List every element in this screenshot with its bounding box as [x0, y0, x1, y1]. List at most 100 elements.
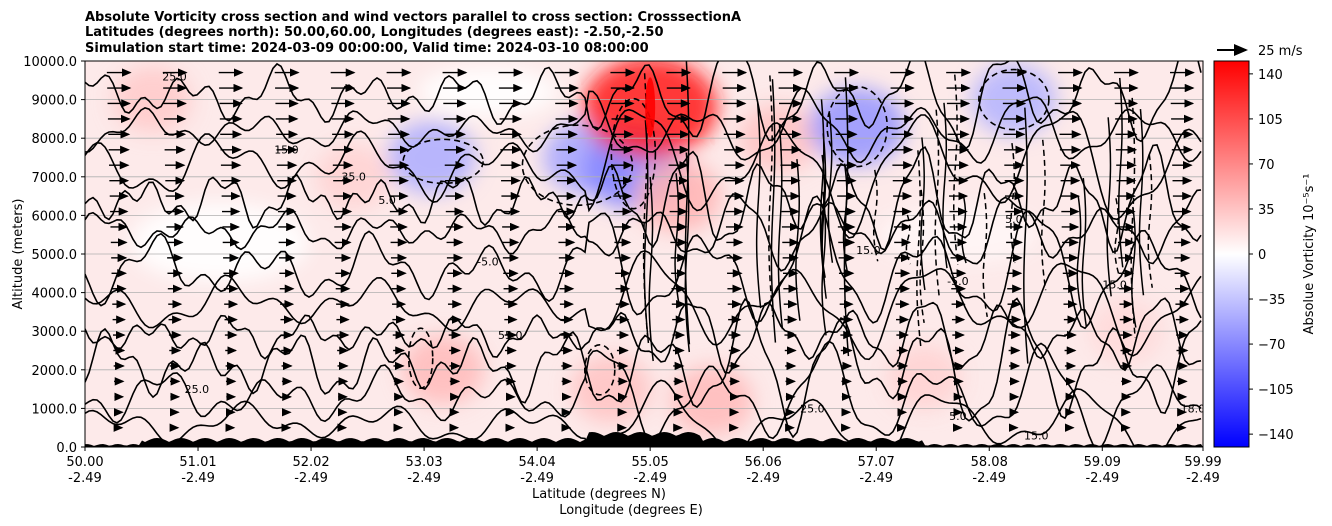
title-line-2: Latitudes (degrees north): 50.00,60.00, …	[85, 25, 664, 40]
quiver-key: 25 m/s	[1217, 44, 1303, 59]
contour-line	[85, 61, 1202, 151]
y-tick-label: 9000.0	[32, 94, 78, 109]
contour-line	[1138, 109, 1145, 296]
x-axis-label-longitude: Longitude (degrees E)	[559, 503, 703, 518]
contour-line	[982, 193, 988, 317]
contour-line	[768, 75, 774, 317]
colorbar: 140 105 70 35 0 −35 −70 −105 −140 Absolue Vortic…	[1213, 60, 1317, 448]
title-line-1: Absolute Vorticity cross section and win…	[85, 10, 741, 25]
contour-label: -5.0	[947, 275, 968, 288]
contour-line	[820, 154, 826, 278]
title-line-3: Simulation start time: 2024-03-09 00:00:…	[85, 41, 649, 56]
x-tick-label-lon: -2.49	[1085, 471, 1119, 486]
contour-line-negative	[583, 343, 616, 396]
colorbar-tick-label: −140	[1258, 428, 1294, 443]
colorbar-label: Absolue Vorticity 10⁻⁵s⁻¹	[1302, 174, 1317, 335]
vorticity-field	[113, 61, 1163, 436]
x-tick-label-lat: 52.02	[292, 455, 329, 470]
contour-line	[1040, 139, 1047, 291]
x-tick-label-lon: -2.49	[633, 471, 667, 486]
contour-line	[1147, 154, 1154, 288]
wind-vectors	[106, 68, 1195, 432]
x-tick-label-lon: -2.49	[181, 471, 215, 486]
contour-line	[934, 109, 940, 297]
contour-line	[827, 112, 834, 263]
x-tick-label-lat: 59.09	[1084, 455, 1121, 470]
y-axis: 0.0 1000.0 2000.0 3000.0 4000.0 5000.0 6000.0 7…	[23, 55, 85, 456]
vorticity-blob	[670, 365, 753, 436]
contour-line	[920, 137, 926, 291]
contour-line	[684, 61, 691, 345]
x-tick-label-lon: -2.49	[859, 471, 893, 486]
contour-labels: 25.0 15.0 5.0 -5.0 35.0 55.0 25.0 15.0 5.0 -5.0 15…	[162, 70, 1206, 442]
contour-label: 15.0	[1102, 279, 1127, 292]
contour-label: 5.0	[1005, 213, 1023, 226]
contour-line	[952, 74, 959, 265]
contour-line	[821, 133, 827, 299]
contour-line	[85, 189, 1202, 272]
colorbar-ticks: 140 105 70 35 0 −35 −70 −105 −140	[1249, 68, 1294, 443]
vorticity-blob	[388, 121, 476, 194]
contour-line	[1081, 177, 1088, 327]
x-tick-label-lat: 50.00	[66, 455, 103, 470]
contour-line	[755, 102, 762, 309]
colorbar-tick-label: 140	[1258, 68, 1283, 83]
contour-line-negative	[978, 68, 1050, 131]
contour-label: 25.0	[185, 383, 210, 396]
colorbar-tick-label: −70	[1258, 338, 1285, 353]
colorbar-tick-label: 35	[1258, 203, 1275, 218]
contour-line	[770, 79, 777, 343]
y-tick-label: 10000.0	[23, 55, 77, 70]
contour-line	[916, 150, 922, 348]
vorticity-blob	[570, 355, 651, 424]
vorticity-peak	[645, 77, 656, 138]
contour-label: -5.0	[477, 256, 498, 269]
contour-line	[843, 77, 850, 357]
contour-label: 18.0	[1181, 402, 1206, 415]
contour-line	[674, 173, 680, 306]
colorbar-tick-label: −35	[1258, 293, 1285, 308]
contour-line-negative	[402, 138, 484, 185]
y-tick-label: 0.0	[56, 441, 77, 456]
x-tick-label-lon: -2.49	[746, 471, 780, 486]
y-tick-label: 5000.0	[32, 248, 78, 263]
vorticity-blobs	[113, 61, 1163, 436]
y-tick-label: 1000.0	[32, 402, 78, 417]
contour-line	[85, 297, 1202, 374]
x-tick-label-lon: -2.49	[294, 471, 328, 486]
contour-line	[1010, 143, 1016, 264]
y-tick-label: 2000.0	[32, 364, 78, 379]
contour-label: 15.0	[274, 144, 299, 157]
contour-line	[648, 176, 654, 362]
contour-line	[872, 169, 879, 262]
contour-line	[1117, 77, 1124, 268]
x-tick-label-lat: 55.05	[632, 455, 669, 470]
contour-label: 15.0	[856, 244, 881, 257]
contour-label: 15.0	[1024, 429, 1049, 442]
x-tick-label-lat: 57.07	[858, 455, 895, 470]
x-axis: 50.00-2.4951.01-2.4952.02-2.4953.03-2.49…	[66, 447, 1222, 486]
x-tick-label-lon: -2.49	[1186, 471, 1220, 486]
quiver-key-label: 25 m/s	[1258, 44, 1303, 59]
vorticity-blob	[877, 204, 1038, 265]
contour-label: 25.0	[162, 70, 187, 83]
x-axis-label-latitude: Latitude (degrees N)	[532, 487, 666, 502]
contour-line	[1076, 196, 1083, 311]
contour-line-negative	[407, 327, 434, 390]
contour-line	[777, 124, 784, 330]
contour-label: 35.0	[341, 171, 366, 184]
colorbar-bar	[1213, 60, 1250, 448]
y-tick-label: 6000.0	[32, 209, 78, 224]
contour-line	[85, 379, 1202, 447]
x-tick-label-lat: 56.06	[745, 455, 782, 470]
x-tick-label-lon: -2.49	[972, 471, 1006, 486]
contour-line	[1106, 117, 1112, 297]
x-tick-label-lon: -2.49	[68, 471, 102, 486]
y-tick-label: 7000.0	[32, 171, 78, 186]
contour-label: 55.0	[498, 329, 523, 342]
contour-line	[85, 144, 1202, 254]
x-tick-label-lat: 59.99	[1184, 455, 1221, 470]
contour-label: 25.0	[800, 402, 825, 415]
y-tick-label: 3000.0	[32, 325, 78, 340]
